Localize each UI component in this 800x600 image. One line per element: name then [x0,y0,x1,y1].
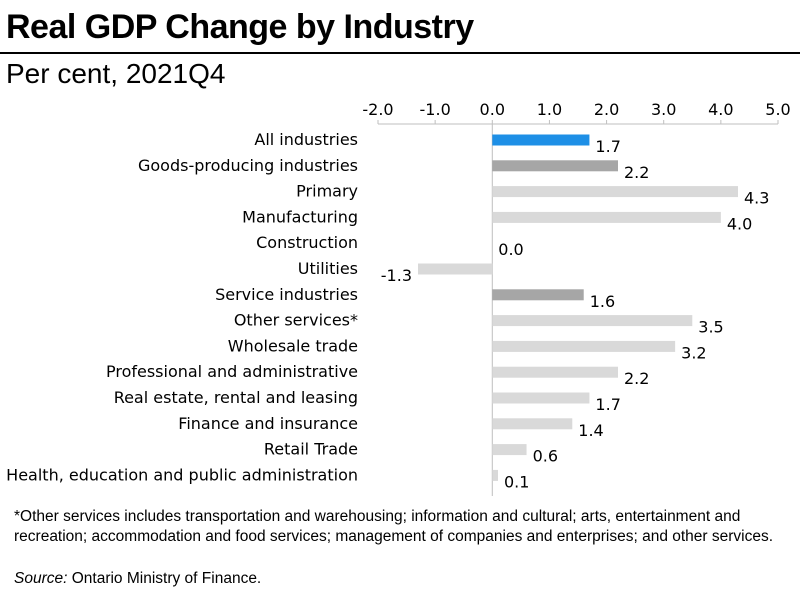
data-label: 2.2 [624,163,649,182]
data-label: 0.0 [498,240,523,259]
category-label: Utilities [298,259,358,278]
bar [492,186,738,198]
category-label: Construction [256,233,358,252]
footnote: *Other services includes transportation … [14,508,774,545]
source-text: Ontario Ministry of Finance. [67,570,262,587]
data-label: -1.3 [381,266,412,285]
bar [492,134,590,146]
x-tick-label: 5.0 [765,100,790,119]
x-tick-label: 4.0 [708,100,733,119]
chart-title: Real GDP Change by Industry [6,8,474,46]
bar [492,444,527,456]
category-label: Finance and insurance [178,414,358,433]
bar [418,263,493,275]
category-label: Primary [296,182,358,201]
category-label: Retail Trade [264,440,358,459]
data-label: 1.7 [595,395,620,414]
bar [492,160,618,172]
data-label: 1.4 [578,421,603,440]
data-label: 3.5 [698,318,723,337]
category-label: Other services* [234,311,358,330]
category-label: Health, education and public administrat… [6,465,358,484]
data-label: 2.2 [624,369,649,388]
bar [492,211,721,223]
category-label: Goods-producing industries [138,156,358,175]
bar [492,469,498,481]
x-tick-label: 0.0 [480,100,505,119]
bar [492,366,618,378]
x-tick-label: 1.0 [537,100,562,119]
title-rule [0,52,800,54]
source-label: Source: [14,570,68,587]
category-label: Real estate, rental and leasing [114,388,358,407]
bar [492,418,573,430]
bar [492,340,676,352]
chart-subtitle: Per cent, 2021Q4 [6,58,226,89]
data-label: 1.6 [590,292,615,311]
data-label: 3.2 [681,343,706,362]
data-label: 4.0 [727,214,752,233]
data-label: 0.1 [504,472,529,491]
data-label: 0.6 [533,447,558,466]
x-tick-label: -2.0 [362,100,393,119]
x-tick-label: -1.0 [420,100,451,119]
category-label: Wholesale trade [228,336,358,355]
x-tick-label: 2.0 [594,100,619,119]
source-note: Source: Ontario Ministry of Finance. [14,570,261,588]
bar [492,392,590,404]
data-label: 1.7 [595,137,620,156]
x-tick-label: 3.0 [651,100,676,119]
bar [492,289,584,301]
category-label: All industries [254,130,358,149]
category-label: Professional and administrative [106,362,358,381]
category-label: Manufacturing [242,207,358,226]
data-label: 4.3 [744,189,769,208]
category-label: Service industries [215,285,358,304]
bar-chart: -2.0 -1.0 0.0 1.0 2.0 3.0 4.0 5.0 All industries… [6,100,791,496]
bar [492,315,693,327]
